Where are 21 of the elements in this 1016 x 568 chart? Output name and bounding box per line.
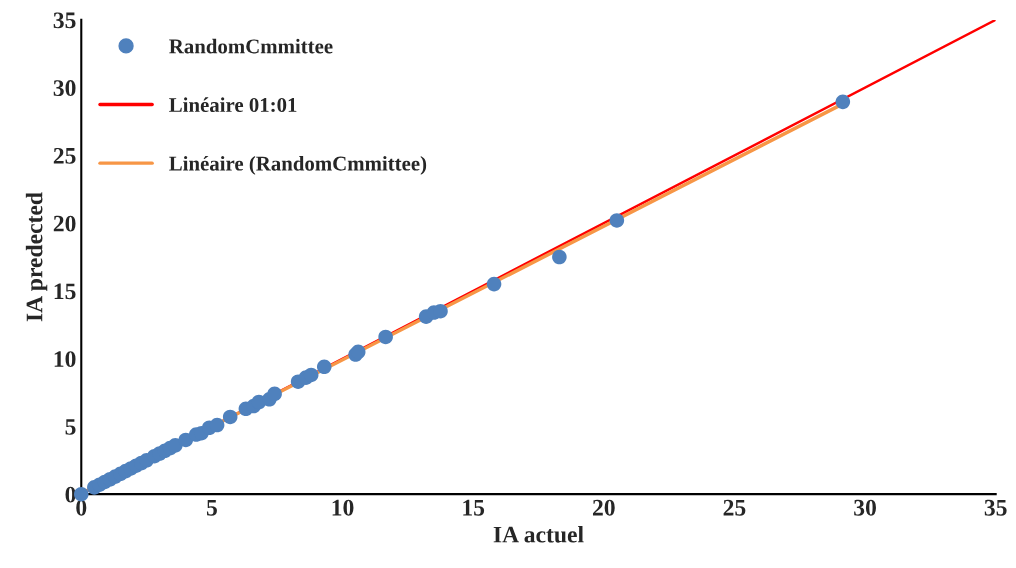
legend-label: RandomCmmittee: [169, 38, 333, 54]
x-tick-label: 30: [854, 499, 876, 516]
y-tick-label: 20: [53, 215, 76, 232]
x-tick-label: 15: [463, 499, 485, 516]
x-tick-label: 10: [332, 499, 354, 516]
y-tick-label: 25: [53, 147, 76, 164]
y-tick-label: 10: [54, 351, 76, 368]
x-tick-label: 35: [984, 499, 1007, 516]
x-tick-label: 25: [723, 499, 746, 516]
y-tick-label: 35: [53, 12, 76, 29]
legend-label: Linéaire (RandomCmmittee): [169, 155, 427, 175]
x-tick-label: 5: [206, 499, 217, 516]
y-axis-title: IA predected: [25, 192, 48, 322]
y-tick-label: 30: [53, 80, 76, 97]
y-tick-label: 15: [54, 283, 76, 300]
x-tick-label: 0: [76, 499, 87, 516]
legend-label: Linéaire 01:01: [169, 97, 297, 113]
x-tick-label: 20: [592, 499, 615, 516]
x-axis-title: IA actuel: [493, 525, 584, 543]
y-tick-label: 5: [65, 419, 76, 435]
y-tick-label: 0: [65, 486, 76, 503]
